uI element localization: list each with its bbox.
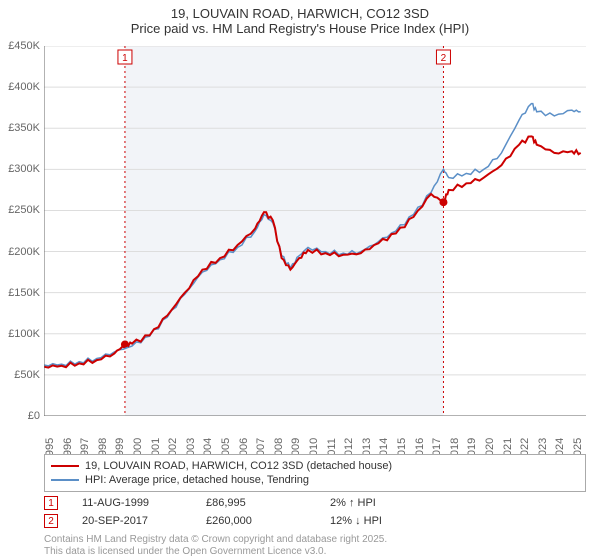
legend-item: HPI: Average price, detached house, Tend… [51,473,579,487]
y-tick-label: £50K [14,369,40,381]
marker-price: £86,995 [206,497,306,509]
marker-table: 1 11-AUG-1999 £86,995 2% ↑ HPI 2 20-SEP-2017 £… [44,494,586,530]
y-tick-label: £250K [8,204,40,216]
svg-text:1: 1 [122,53,128,64]
marker-delta: 2% ↑ HPI [330,497,430,509]
marker-badge: 1 [44,496,58,510]
footer-line-2: This data is licensed under the Open Gov… [44,546,387,558]
y-tick-label: £300K [8,163,40,175]
chart-subtitle: Price paid vs. HM Land Registry's House … [0,21,600,36]
y-tick-label: £400K [8,81,40,93]
footer: Contains HM Land Registry data © Crown c… [44,534,387,558]
y-tick-label: £150K [8,287,40,299]
chart-title: 19, LOUVAIN ROAD, HARWICH, CO12 3SD [0,6,600,21]
marker-badge: 2 [44,514,58,528]
chart-svg: 12 [44,46,586,416]
marker-date: 20-SEP-2017 [82,515,182,527]
legend-swatch [51,465,79,467]
y-tick-label: £450K [8,40,40,52]
y-tick-label: £100K [8,328,40,340]
y-tick-label: £200K [8,246,40,258]
y-tick-label: £0 [28,410,40,422]
marker-date: 11-AUG-1999 [82,497,182,509]
title-block: 19, LOUVAIN ROAD, HARWICH, CO12 3SD Pric… [0,0,600,38]
legend: 19, LOUVAIN ROAD, HARWICH, CO12 3SD (det… [44,454,586,492]
chart-container: 19, LOUVAIN ROAD, HARWICH, CO12 3SD Pric… [0,0,600,560]
svg-text:2: 2 [441,53,447,64]
legend-item: 19, LOUVAIN ROAD, HARWICH, CO12 3SD (det… [51,459,579,473]
marker-row: 2 20-SEP-2017 £260,000 12% ↓ HPI [44,512,586,530]
marker-row: 1 11-AUG-1999 £86,995 2% ↑ HPI [44,494,586,512]
legend-swatch [51,479,79,481]
legend-label: 19, LOUVAIN ROAD, HARWICH, CO12 3SD (det… [85,460,392,472]
footer-line-1: Contains HM Land Registry data © Crown c… [44,534,387,546]
legend-label: HPI: Average price, detached house, Tend… [85,474,309,486]
chart-area: 12 [44,46,586,416]
y-tick-label: £350K [8,122,40,134]
marker-price: £260,000 [206,515,306,527]
marker-delta: 12% ↓ HPI [330,515,430,527]
x-axis: 1995199619971998199920002001200220032004… [44,418,586,458]
y-axis: £0£50K£100K£150K£200K£250K£300K£350K£400… [0,42,42,416]
